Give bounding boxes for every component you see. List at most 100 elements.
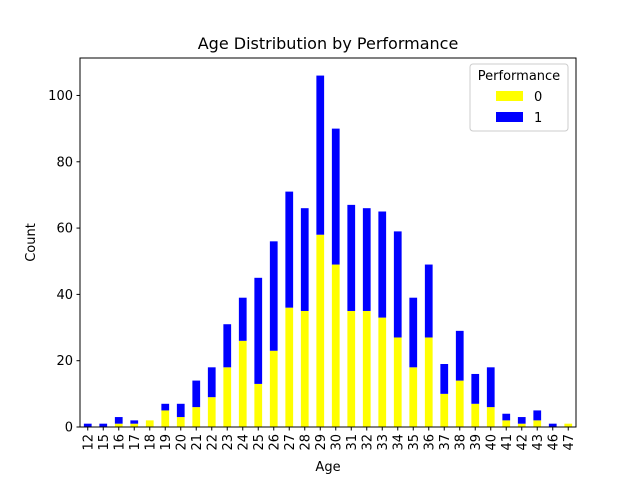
bar-age-30-perf-1 — [331, 128, 340, 265]
bar-age-43-perf-0 — [533, 420, 542, 427]
bar-age-27-perf-0 — [285, 307, 294, 427]
x-tick-label: 23 — [221, 434, 236, 451]
y-axis: 0 20 40 60 80 100 — [48, 89, 80, 436]
x-tick-label: 27 — [283, 434, 298, 451]
bar-age-36-perf-1 — [424, 264, 433, 338]
bar-age-41-perf-0 — [502, 420, 511, 427]
x-tick-label: 18 — [143, 434, 158, 451]
x-tick-label: 30 — [329, 434, 344, 451]
x-tick-label: 36 — [422, 434, 437, 451]
x-tick-label: 17 — [128, 434, 143, 451]
y-tick-label: 20 — [56, 354, 73, 369]
bar-age-19-perf-1 — [161, 403, 170, 411]
x-tick-label: 28 — [298, 434, 313, 451]
bar-age-20-perf-1 — [176, 403, 185, 418]
x-tick-label: 37 — [438, 434, 453, 451]
bar-age-37-perf-1 — [440, 364, 449, 394]
bar-age-26-perf-0 — [269, 350, 278, 427]
x-tick-label: 38 — [453, 434, 468, 451]
bar-age-41-perf-1 — [502, 413, 511, 421]
bar-age-25-perf-1 — [254, 277, 263, 384]
bar-age-42-perf-1 — [517, 417, 526, 424]
bar-age-24-perf-1 — [238, 297, 247, 341]
bar-age-23-perf-1 — [223, 324, 232, 368]
x-tick-label: 20 — [174, 434, 189, 451]
bar-age-20-perf-0 — [176, 417, 185, 427]
x-tick-label: 43 — [531, 434, 546, 451]
bar-age-17-perf-1 — [130, 420, 139, 424]
legend-swatch-1 — [496, 112, 523, 122]
legend-swatch-0 — [496, 91, 523, 101]
x-tick-label: 41 — [500, 434, 515, 451]
bar-age-27-perf-1 — [285, 191, 294, 308]
bar-age-19-perf-0 — [161, 410, 170, 427]
bar-age-16-perf-1 — [114, 417, 123, 424]
x-tick-label: 33 — [376, 434, 391, 451]
legend-label-1: 1 — [534, 111, 542, 126]
bar-age-40-perf-1 — [486, 367, 495, 408]
bar-age-40-perf-0 — [486, 407, 495, 427]
x-tick-label: 31 — [345, 434, 360, 451]
bar-age-32-perf-0 — [362, 310, 371, 427]
bar-age-12-perf-1 — [83, 423, 92, 427]
x-tick-label: 29 — [314, 434, 329, 451]
x-tick-label: 34 — [391, 434, 406, 451]
x-axis-label: Age — [315, 460, 340, 475]
x-tick-label: 19 — [159, 434, 174, 451]
bar-age-28-perf-1 — [300, 208, 309, 311]
bar-age-33-perf-0 — [378, 317, 387, 427]
bar-age-24-perf-0 — [238, 340, 247, 427]
bar-age-32-perf-1 — [362, 208, 371, 311]
bar-age-39-perf-1 — [471, 373, 480, 404]
bar-age-38-perf-0 — [455, 380, 464, 427]
x-tick-label: 40 — [484, 434, 499, 451]
x-tick-label: 26 — [267, 434, 282, 451]
x-tick-label: 35 — [407, 434, 422, 451]
bar-age-46-perf-1 — [548, 423, 557, 427]
bar-age-42-perf-0 — [517, 423, 526, 427]
bar-age-25-perf-0 — [254, 383, 263, 427]
bar-age-29-perf-1 — [316, 75, 325, 235]
y-tick-label: 0 — [65, 421, 73, 436]
y-tick-label: 80 — [56, 155, 73, 170]
bar-age-30-perf-0 — [331, 264, 340, 427]
y-axis-label: Count — [24, 223, 39, 262]
x-tick-label: 16 — [112, 434, 127, 451]
legend: Performance 0 1 — [469, 63, 569, 132]
legend-title: Performance — [478, 69, 560, 84]
y-tick-label: 60 — [56, 222, 73, 237]
legend-label-0: 0 — [534, 90, 542, 105]
bar-age-21-perf-0 — [192, 407, 201, 427]
x-tick-label: 24 — [236, 434, 251, 451]
bar-age-34-perf-0 — [393, 337, 402, 427]
x-tick-label: 12 — [81, 434, 96, 451]
bar-age-22-perf-0 — [207, 397, 216, 427]
bar-age-23-perf-0 — [223, 367, 232, 427]
bar-age-35-perf-0 — [409, 367, 418, 427]
y-tick-label: 40 — [56, 288, 73, 303]
bar-age-16-perf-0 — [114, 423, 123, 427]
x-tick-label: 39 — [469, 434, 484, 451]
bar-age-22-perf-1 — [207, 367, 216, 398]
bar-age-35-perf-1 — [409, 297, 418, 368]
x-tick-label: 32 — [360, 434, 375, 451]
bar-age-21-perf-1 — [192, 380, 201, 408]
bar-age-34-perf-1 — [393, 231, 402, 338]
bar-age-26-perf-1 — [269, 241, 278, 351]
bar-age-36-perf-0 — [424, 337, 433, 427]
bar-age-37-perf-0 — [440, 393, 449, 427]
x-axis: 12 15 16 17 18 19 20 21 22 23 24 25 26 27 28 29 30 31 32 33… — [81, 427, 577, 451]
bars-group — [83, 75, 573, 427]
x-tick-label: 46 — [546, 434, 561, 451]
plot-frame — [79, 57, 577, 428]
bar-age-47-perf-0 — [564, 423, 573, 427]
bar-age-31-perf-0 — [347, 310, 356, 427]
bar-age-39-perf-0 — [471, 403, 480, 427]
bar-age-15-perf-1 — [99, 423, 108, 427]
x-tick-label: 42 — [515, 434, 530, 451]
x-tick-label: 22 — [205, 434, 220, 451]
bar-age-28-perf-0 — [300, 310, 309, 427]
y-tick-label: 100 — [48, 89, 73, 104]
bar-age-38-perf-1 — [455, 330, 464, 381]
